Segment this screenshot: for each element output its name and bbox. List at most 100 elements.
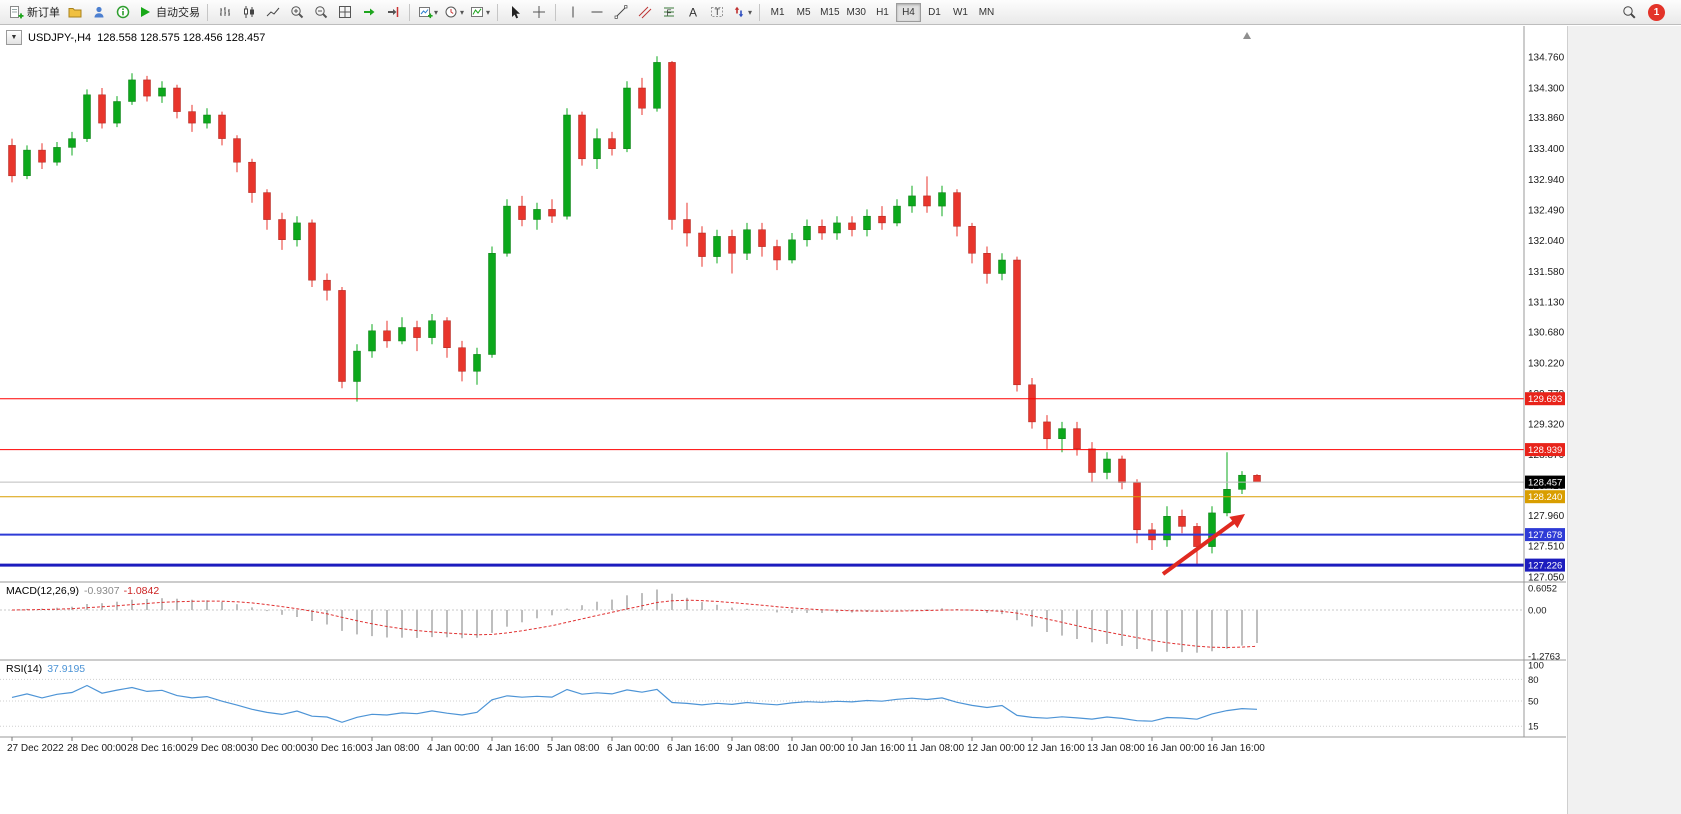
svg-text:A: A bbox=[689, 6, 697, 20]
one-click-trading-toggle[interactable]: ▼ bbox=[6, 30, 22, 45]
cursor-icon bbox=[511, 6, 520, 19]
svg-text:T: T bbox=[714, 7, 720, 17]
indicators-button[interactable]: ▾ bbox=[467, 2, 492, 23]
candlestick-chart-button[interactable] bbox=[237, 2, 260, 23]
chart-ohlc-header: ▼ USDJPY-,H4 128.558 128.575 128.456 128… bbox=[6, 30, 265, 45]
timeframe-M5[interactable]: M5 bbox=[791, 3, 816, 22]
chart-canvas[interactable]: 134.760 134.300 133.860 133.400 132.940 132.4… bbox=[0, 26, 1567, 814]
chart-shift-button[interactable] bbox=[381, 2, 404, 23]
arrows-button[interactable]: ▾ bbox=[729, 2, 754, 23]
svg-text:F: F bbox=[666, 9, 671, 18]
fibonacci-button[interactable]: F bbox=[657, 2, 680, 23]
notification-badge[interactable]: 1 bbox=[1648, 3, 1665, 21]
rsi-value: 37.9195 bbox=[47, 663, 86, 675]
crosshair-icon bbox=[532, 6, 545, 18]
trend-arrow[interactable] bbox=[1161, 518, 1239, 576]
profiles-button[interactable] bbox=[63, 2, 86, 23]
svg-text:132.940: 132.940 bbox=[1528, 175, 1565, 186]
svg-text:0.00: 0.00 bbox=[1528, 606, 1547, 617]
trendline-button[interactable] bbox=[609, 2, 632, 23]
chart-shift-icon bbox=[387, 7, 398, 17]
price-badge-label: 127.226 bbox=[1528, 561, 1562, 572]
svg-text:129.320: 129.320 bbox=[1528, 419, 1565, 430]
timeframe-M30[interactable]: M30 bbox=[844, 3, 869, 22]
cursor-button[interactable] bbox=[503, 2, 526, 23]
tile-windows-button[interactable] bbox=[333, 2, 356, 23]
timeframe-MN[interactable]: MN bbox=[974, 3, 999, 22]
bar-chart-icon bbox=[219, 7, 230, 16]
search-icon bbox=[1622, 6, 1636, 19]
price-badge-label: 129.693 bbox=[1528, 394, 1562, 405]
svg-text:100: 100 bbox=[1528, 661, 1544, 672]
macd-main-value: -0.9307 bbox=[83, 585, 120, 597]
svg-text:10 Jan 00:00: 10 Jan 00:00 bbox=[787, 743, 845, 754]
svg-text:30 Dec 00:00: 30 Dec 00:00 bbox=[247, 743, 307, 754]
svg-text:127.960: 127.960 bbox=[1528, 511, 1565, 522]
text-button[interactable]: A bbox=[681, 2, 704, 23]
timeframe-M15[interactable]: M15 bbox=[817, 3, 842, 22]
timeframe-H4[interactable]: H4 bbox=[895, 2, 921, 22]
periods-button[interactable]: ▾ bbox=[441, 2, 466, 23]
svg-text:127.510: 127.510 bbox=[1528, 541, 1565, 552]
chevron-down-icon: ▾ bbox=[748, 7, 753, 17]
vertical-line-button[interactable] bbox=[561, 2, 584, 23]
navigator-button[interactable] bbox=[87, 2, 110, 23]
time-axis: 27 Dec 2022 28 Dec 00:00 28 Dec 16:00 29 De… bbox=[7, 737, 1265, 754]
chart-shift-marker bbox=[1243, 32, 1251, 39]
candlestick-series bbox=[8, 56, 1261, 565]
svg-text:6 Jan 00:00: 6 Jan 00:00 bbox=[607, 743, 660, 754]
timeframe-W1[interactable]: W1 bbox=[948, 3, 973, 22]
price-badge-127.226 bbox=[1525, 558, 1565, 572]
tile-windows-icon bbox=[338, 6, 351, 18]
new-order-button[interactable]: 新订单 bbox=[6, 2, 62, 23]
svg-text:10 Jan 16:00: 10 Jan 16:00 bbox=[847, 743, 905, 754]
svg-text:11 Jan 08:00: 11 Jan 08:00 bbox=[907, 743, 965, 754]
timeframe-H1[interactable]: H1 bbox=[870, 3, 895, 22]
trendline-icon bbox=[614, 5, 627, 19]
text-label-button[interactable]: T bbox=[705, 2, 728, 23]
svg-text:80: 80 bbox=[1528, 675, 1539, 686]
auto-scroll-button[interactable] bbox=[357, 2, 380, 23]
timeframe-M1[interactable]: M1 bbox=[765, 3, 790, 22]
vertical-line-icon bbox=[572, 6, 574, 18]
profiles-folder-icon bbox=[68, 8, 81, 18]
svg-text:134.760: 134.760 bbox=[1528, 53, 1565, 64]
bar-chart-button[interactable] bbox=[213, 2, 236, 23]
chart-symbol-period: USDJPY-,H4 bbox=[28, 31, 92, 44]
horizontal-line-icon bbox=[591, 11, 603, 13]
svg-text:4 Jan 00:00: 4 Jan 00:00 bbox=[427, 743, 480, 754]
zoom-out-button[interactable] bbox=[309, 2, 332, 23]
line-chart-button[interactable] bbox=[261, 2, 284, 23]
timeframe-D1[interactable]: D1 bbox=[922, 3, 947, 22]
svg-text:50: 50 bbox=[1528, 697, 1539, 708]
trend-arrow-head[interactable] bbox=[1229, 514, 1245, 529]
channel-button[interactable] bbox=[633, 2, 656, 23]
zoom-in-icon bbox=[290, 6, 303, 19]
price-badge-label: 128.939 bbox=[1528, 445, 1562, 456]
crosshair-button[interactable] bbox=[527, 2, 550, 23]
search-button[interactable] bbox=[1617, 2, 1640, 23]
horizontal-line-button[interactable] bbox=[585, 2, 608, 23]
svg-text:130.680: 130.680 bbox=[1528, 328, 1565, 339]
svg-text:133.860: 133.860 bbox=[1528, 113, 1565, 124]
macd-signal-line bbox=[11, 599, 1258, 649]
text-icon: A bbox=[689, 6, 697, 20]
autotrading-button[interactable]: 自动交易 bbox=[135, 2, 202, 23]
autotrading-label: 自动交易 bbox=[156, 7, 200, 19]
svg-text:27 Dec 2022: 27 Dec 2022 bbox=[7, 743, 64, 754]
info-button[interactable] bbox=[111, 2, 134, 23]
svg-text:13 Jan 08:00: 13 Jan 08:00 bbox=[1087, 743, 1145, 754]
svg-text:4 Jan 16:00: 4 Jan 16:00 bbox=[487, 743, 540, 754]
workspace-empty bbox=[1567, 26, 1681, 814]
svg-text:6 Jan 16:00: 6 Jan 16:00 bbox=[667, 743, 720, 754]
svg-text:15: 15 bbox=[1528, 722, 1539, 733]
zoom-in-button[interactable] bbox=[285, 2, 308, 23]
toolbar-separator bbox=[759, 3, 761, 21]
toolbar-separator bbox=[207, 3, 208, 21]
new-chart-button[interactable]: ▾ bbox=[415, 2, 440, 23]
macd-signal-value: -1.0842 bbox=[123, 585, 160, 597]
person-icon bbox=[94, 6, 103, 18]
zoom-out-icon bbox=[314, 6, 327, 19]
svg-text:127.050: 127.050 bbox=[1528, 573, 1565, 584]
price-axis: 134.760 134.300 133.860 133.400 132.940 132.4… bbox=[1528, 53, 1565, 733]
